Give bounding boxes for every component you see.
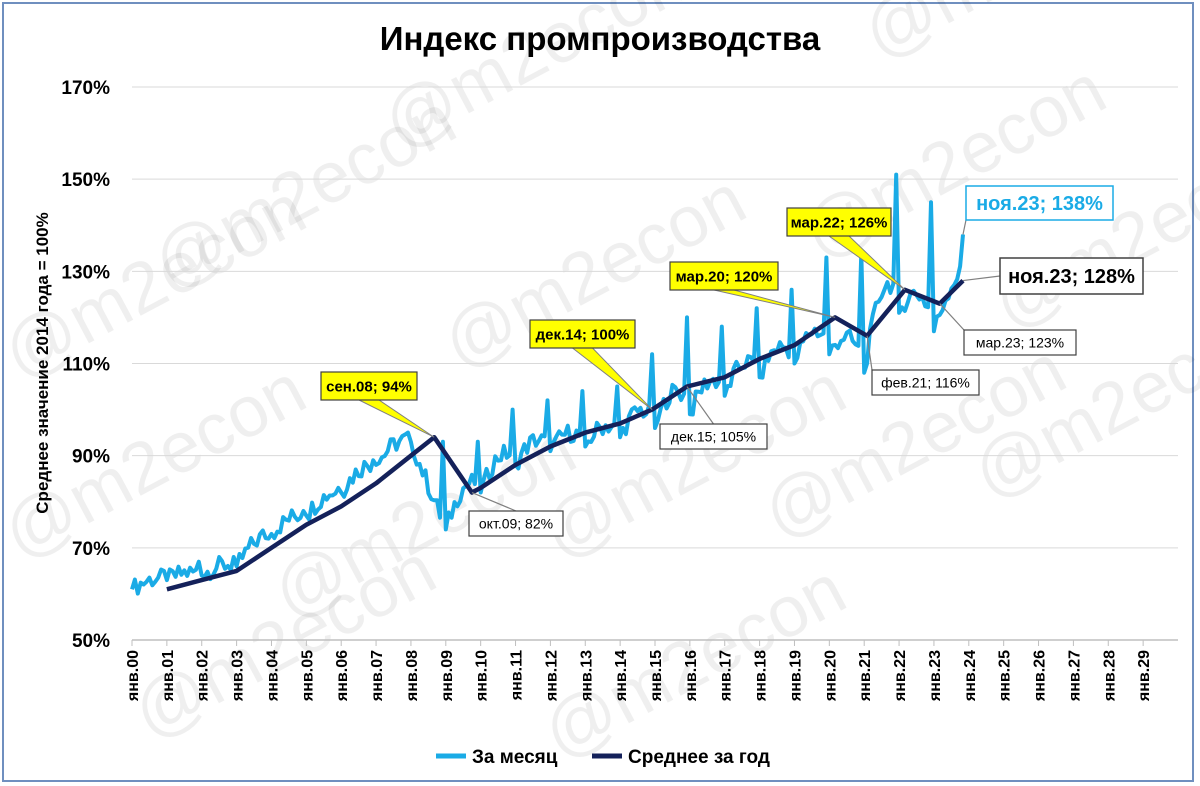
x-tick-label: янв.12 [543, 650, 560, 702]
x-tick-label: янв.01 [160, 650, 177, 702]
watermark-text: @m2econ [850, 0, 1178, 74]
x-tick-label: янв.16 [683, 650, 700, 702]
x-tick-label: янв.24 [962, 650, 979, 702]
x-tick-label: янв.25 [997, 650, 1014, 702]
annotation: ноя.23; 138% [962, 185, 1114, 235]
y-tick-label: 110% [62, 355, 110, 376]
x-tick-label: янв.04 [264, 650, 281, 702]
x-tick-label: янв.18 [753, 650, 770, 702]
y-tick-label: 130% [61, 262, 110, 283]
annotation: ноя.23; 128% [962, 257, 1144, 295]
annotation-box [965, 185, 1114, 221]
annotation-label: мар.20; 120% [676, 268, 773, 285]
annotation: мар.20; 120% [669, 261, 836, 318]
annotation-box [999, 257, 1144, 295]
annotations: сен.08; 94% окт.09; 82% дек.14; 100% дек.15… [320, 185, 1144, 537]
annotation-label: дек.15; 105% [671, 429, 756, 445]
y-tick-label: 150% [61, 170, 110, 191]
annotation-box [963, 329, 1077, 356]
annotation-label: сен.08; 94% [326, 378, 412, 395]
annotation: дек.14; 100% [529, 319, 653, 410]
annotation-pointer [713, 289, 836, 318]
x-tick-label: янв.23 [927, 650, 944, 702]
x-tick-label: янв.21 [857, 650, 874, 702]
x-tick-label: янв.02 [195, 650, 212, 702]
annotation-leader [471, 491, 517, 512]
x-tick-label: янв.11 [509, 650, 526, 701]
y-axis-label: Среднее значение 2014 года = 100% [33, 212, 52, 513]
annotation-box [320, 371, 418, 401]
x-tick-label: янв.14 [613, 650, 630, 702]
x-tick-label: янв.20 [822, 650, 839, 702]
legend-label: Среднее за год [628, 747, 770, 768]
annotation-box [669, 261, 779, 291]
annotation-leader [962, 219, 967, 235]
annotation: мар.23; 123% [939, 303, 1077, 356]
x-tick-label: янв.19 [787, 650, 804, 702]
x-tick-label: янв.07 [369, 650, 386, 702]
legend-label: За месяц [472, 747, 558, 768]
x-tick-label: янв.08 [404, 650, 421, 702]
x-ticks: янв.00 янв.01 янв.02 янв.03 янв.04 янв.05 янв.… [125, 640, 1153, 702]
annotation-leader [686, 386, 714, 425]
annotation-leader [962, 275, 1001, 282]
x-tick-label: янв.03 [230, 650, 247, 702]
x-tick-label: янв.27 [1066, 650, 1083, 702]
chart-title: Индекс промпроизводства [380, 20, 821, 57]
annotation-box [786, 207, 892, 237]
annotation-label: ноя.23; 138% [976, 193, 1103, 215]
annotation-label: дек.14; 100% [536, 326, 630, 343]
x-tick-label: янв.10 [474, 650, 491, 702]
y-tick-label: 70% [72, 539, 110, 560]
annotation-box [529, 319, 636, 349]
x-tick-label: янв.06 [334, 650, 351, 702]
annotation-label: ноя.23; 128% [1008, 266, 1135, 288]
x-tick-label: янв.09 [439, 650, 456, 702]
annotation-leader [939, 303, 965, 331]
x-tick-label: янв.13 [578, 650, 595, 702]
x-tick-label: янв.05 [299, 650, 316, 702]
y-tick-label: 170% [61, 78, 110, 99]
x-tick-label: янв.15 [648, 650, 665, 702]
annotation-label: окт.09; 82% [479, 516, 553, 532]
annotation-pointer [358, 399, 435, 438]
x-tick-label: янв.17 [718, 650, 735, 702]
annotation: сен.08; 94% [320, 371, 435, 438]
annotation: окт.09; 82% [468, 491, 564, 537]
y-tick-label: 50% [72, 631, 110, 652]
annotation-leader [866, 335, 873, 371]
annotation-box [468, 510, 564, 537]
annotation: дек.15; 105% [659, 386, 768, 450]
x-tick-label: янв.28 [1101, 650, 1118, 702]
y-tick-label: 90% [72, 447, 110, 468]
x-tick-label: янв.00 [125, 650, 142, 702]
annotation: фев.21; 116% [866, 335, 980, 396]
annotation: мар.22; 126% [786, 207, 906, 291]
x-tick-label: янв.26 [1032, 650, 1049, 702]
legend: За месяц Среднее за год [436, 747, 770, 768]
annotation-label: фев.21; 116% [881, 375, 970, 391]
annotation-box [659, 423, 768, 450]
annotation-label: мар.23; 123% [976, 335, 1064, 351]
y-ticks: 50% 70% 90% 110% 130% 150% 170% [61, 78, 110, 652]
annotation-box [871, 369, 980, 396]
series-line-monthly [130, 172, 965, 596]
x-tick-label: янв.29 [1136, 650, 1153, 702]
annotation-label: мар.22; 126% [791, 214, 888, 231]
x-tick-label: янв.22 [892, 650, 909, 702]
